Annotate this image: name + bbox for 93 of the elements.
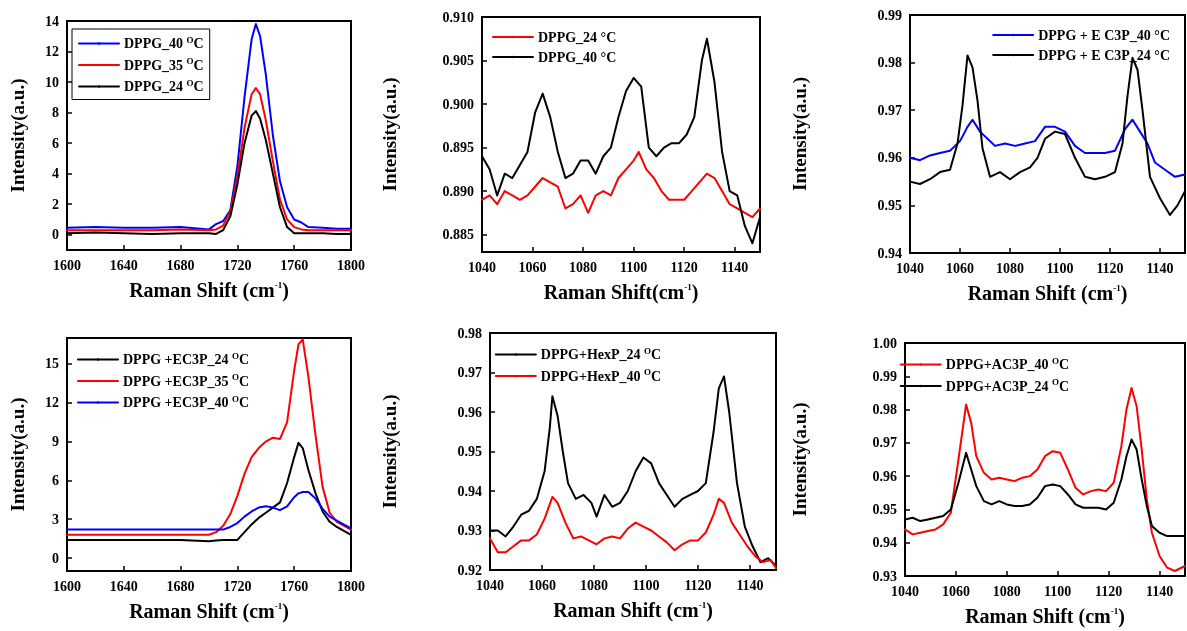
y-tick-label: 0.97: [457, 365, 482, 380]
x-tick-label: 1040: [896, 260, 924, 276]
y-tick-label: 0.95: [872, 501, 897, 517]
legend-label: DPPG + E C3P_24 °C: [1038, 47, 1171, 63]
x-tick-label: 1120: [1096, 260, 1124, 276]
x-tick-label: 1040: [468, 259, 496, 275]
y-tick-label: 15: [45, 356, 59, 372]
y-tick-label: 0.95: [877, 197, 902, 213]
line-series: [66, 338, 352, 536]
y-tick-label: 0.93: [872, 568, 897, 584]
y-tick-label: 0.95: [457, 444, 482, 459]
legend-label: DPPG_24 °C: [538, 29, 617, 45]
x-tick-label: 1060: [941, 583, 970, 599]
line-series: [909, 118, 1186, 178]
x-tick-label: 1060: [518, 259, 547, 275]
x-tick-label: 1080: [996, 260, 1024, 276]
x-tick-label: 1100: [620, 259, 648, 275]
y-tick-label: 0.98: [877, 55, 902, 71]
y-tick-label: 0.99: [877, 7, 902, 23]
y-tick-label: 0.96: [457, 404, 482, 420]
x-tick-label: 1680: [166, 257, 195, 273]
x-tick-label: 1120: [670, 259, 698, 275]
x-tick-label: 1120: [1095, 583, 1123, 599]
x-tick-label: 1060: [528, 577, 556, 593]
y-tick-label: 10: [45, 74, 59, 90]
y-tick-label: 0.98: [872, 402, 897, 418]
x-tick-label: 1760: [280, 578, 309, 594]
y-tick-label: 0.895: [442, 140, 474, 156]
x-tick-label: 1040: [476, 577, 504, 593]
y-tick-label: 0.96: [877, 150, 902, 166]
y-tick-label: 14: [45, 13, 59, 29]
y-axis-title: Intensity(a.u.): [379, 394, 401, 509]
y-tick-label: 0.99: [872, 368, 897, 384]
y-tick-label: 2: [52, 196, 59, 212]
x-tick-label: 1140: [1145, 583, 1174, 599]
x-tick-label: 1680: [166, 578, 195, 594]
x-tick-label: 1800: [337, 257, 365, 273]
y-axis-title: Intensity(a.u.): [379, 77, 401, 192]
y-axis-title: Intensity(a.u.): [7, 397, 29, 512]
line-series: [66, 23, 352, 231]
line-series: [489, 495, 777, 570]
x-tick-label: 1040: [891, 583, 919, 599]
y-tick-label: 0.92: [457, 562, 482, 578]
y-tick-label: 4: [52, 166, 59, 182]
x-tick-label: 1140: [736, 577, 764, 593]
y-tick-label: 6: [52, 135, 59, 151]
y-tick-label: 0.98: [457, 325, 482, 341]
x-tick-label: 1100: [1044, 583, 1072, 599]
y-tick-label: 0.96: [872, 468, 897, 484]
y-tick-label: 3: [52, 511, 59, 527]
y-tick-label: 12: [45, 44, 59, 60]
x-tick-label: 1140: [721, 259, 749, 275]
y-tick-label: 0.885: [442, 227, 474, 243]
y-tick-label: 0: [52, 227, 59, 243]
y-axis-title: Intensity(a.u.): [789, 402, 811, 517]
y-tick-label: 12: [45, 395, 59, 411]
y-tick-label: 0.890: [442, 183, 474, 199]
x-tick-label: 1600: [53, 257, 81, 273]
y-axis-title: Intensity(a.u.): [789, 76, 811, 192]
x-tick-label: 1060: [946, 260, 974, 276]
y-tick-label: 0.910: [442, 9, 474, 25]
x-tick-label: 1720: [223, 257, 252, 273]
y-tick-label: 0: [52, 550, 59, 566]
y-tick-label: 6: [52, 472, 59, 488]
x-tick-label: 1760: [280, 257, 309, 273]
line-series: [66, 491, 352, 531]
y-tick-label: 0.94: [877, 245, 902, 261]
x-tick-label: 1080: [580, 577, 608, 593]
y-tick-label: 0.97: [872, 435, 897, 451]
x-tick-label: 1600: [53, 578, 81, 594]
y-tick-label: 8: [52, 105, 59, 121]
line-series: [481, 150, 761, 219]
legend-label: DPPG + E C3P_40 °C: [1038, 27, 1171, 43]
y-tick-label: 0.900: [442, 96, 474, 112]
y-tick-label: 0.905: [442, 53, 474, 69]
y-axis-title: Intensity(a.u.): [7, 78, 29, 193]
x-tick-label: 1640: [109, 578, 138, 594]
x-tick-label: 1120: [684, 577, 712, 593]
x-tick-label: 1640: [109, 257, 138, 273]
x-tick-label: 1080: [569, 259, 598, 275]
y-tick-label: 0.97: [877, 102, 902, 118]
y-tick-label: 0.94: [457, 483, 482, 499]
x-tick-label: 1080: [992, 583, 1021, 599]
y-tick-label: 9: [52, 434, 59, 450]
x-tick-label: 1100: [1046, 260, 1074, 276]
y-tick-label: 0.93: [457, 523, 482, 538]
y-tick-label: 0.94: [872, 535, 897, 551]
x-tick-label: 1800: [337, 578, 365, 594]
x-tick-label: 1140: [1146, 260, 1174, 276]
x-tick-label: 1100: [632, 577, 660, 593]
legend-label: DPPG_40 °C: [538, 49, 617, 65]
x-tick-label: 1720: [223, 578, 252, 594]
y-tick-label: 1.00: [872, 335, 897, 351]
